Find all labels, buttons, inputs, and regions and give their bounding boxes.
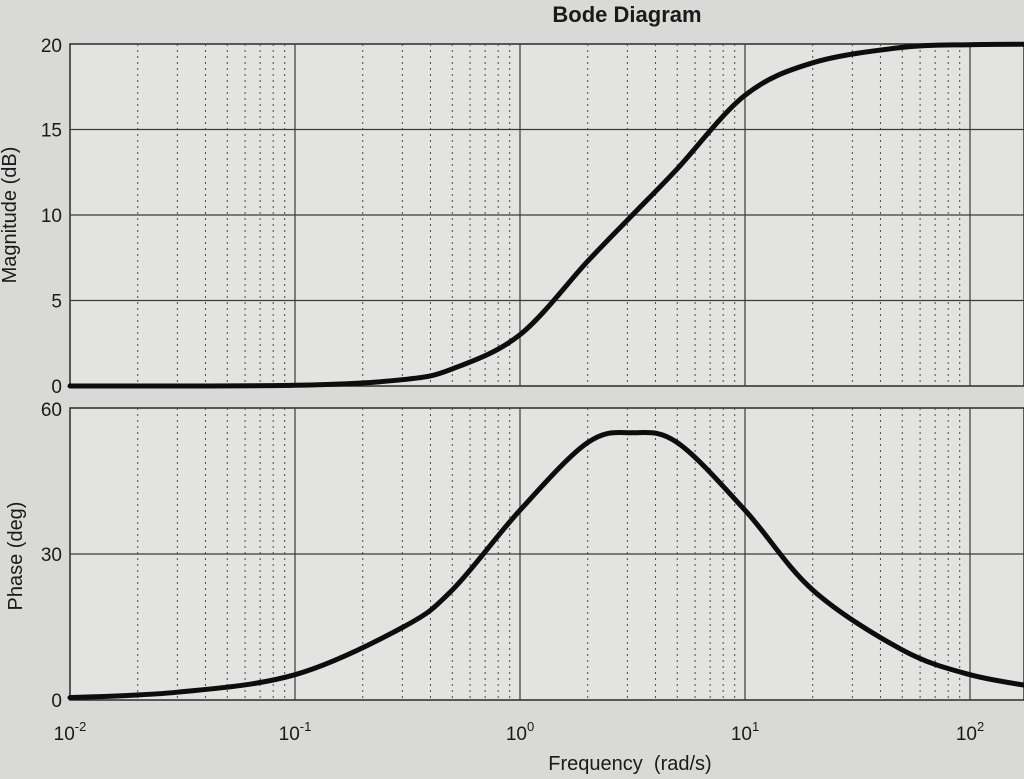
magnitude-y-tick-label: 10 (41, 206, 62, 227)
phase-axis-label: Phase (deg) (5, 502, 27, 611)
x-tick-label: 102 (956, 719, 984, 745)
magnitude-axis-label: Magnitude (dB) (0, 147, 21, 284)
frequency-axis-label: Frequency (rad/s) (548, 753, 711, 775)
phase-y-tick-label: 0 (51, 691, 62, 712)
magnitude-y-tick-label: 0 (51, 377, 62, 398)
magnitude-y-tick-label: 15 (41, 121, 62, 142)
magnitude-panel: 0 5 10 15 20 (41, 36, 1024, 398)
phase-panel: 0 30 60 (41, 400, 1024, 712)
phase-curve (67, 429, 1024, 701)
chart-title: Bode Diagram (552, 2, 701, 27)
x-tick-label: 100 (506, 719, 534, 745)
x-tick-labels: 10-2 10-1 100 101 102 (54, 719, 985, 745)
magnitude-y-tick-label: 20 (41, 36, 62, 57)
phase-y-tick-label: 30 (41, 545, 62, 566)
x-tick-label: 10-2 (54, 719, 87, 745)
magnitude-y-tick-label: 5 (51, 292, 62, 313)
x-tick-label: 101 (731, 719, 759, 745)
phase-y-tick-label: 60 (41, 400, 62, 421)
magnitude-curve (67, 41, 1024, 389)
x-tick-label: 10-1 (279, 719, 312, 745)
